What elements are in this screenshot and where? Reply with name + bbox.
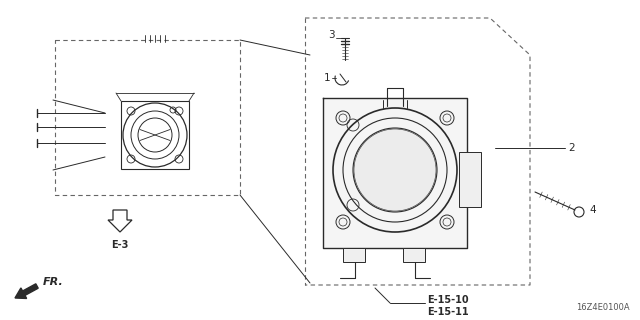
Text: 2: 2 (568, 143, 575, 153)
Circle shape (354, 129, 436, 211)
Text: E-3: E-3 (111, 240, 129, 250)
Text: E-15-11: E-15-11 (427, 307, 468, 317)
Bar (343, 248, 365, 262)
Text: 3: 3 (328, 30, 335, 40)
Text: 4: 4 (589, 205, 596, 215)
Bar (459, 152, 481, 207)
Text: 16Z4E0100A: 16Z4E0100A (577, 303, 630, 312)
Text: 1: 1 (323, 73, 330, 83)
Bar (403, 248, 425, 262)
Text: E-15-10: E-15-10 (427, 295, 468, 305)
Bar (121, 101, 189, 169)
FancyArrow shape (15, 284, 38, 299)
Text: FR.: FR. (43, 277, 64, 287)
Bar (323, 98, 467, 248)
Bar (55, 40, 240, 195)
